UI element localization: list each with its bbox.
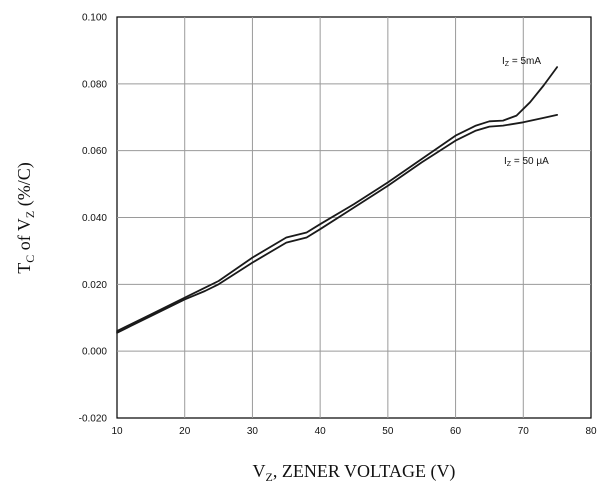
series-layer: [116, 66, 558, 334]
y-tick-label: 0.100: [82, 13, 107, 24]
y-axis-label: TC of VZ (%/C): [14, 162, 37, 274]
y-tick-label: 0.000: [82, 347, 107, 358]
y-tick-label: 0.020: [82, 280, 107, 291]
series-label-50ua-main: I: [504, 156, 507, 167]
series-line-5ma: [116, 66, 558, 332]
y-tick-label: 0.040: [82, 213, 107, 224]
x-tick-label: 70: [518, 426, 530, 437]
y-tick-label: 0.060: [82, 146, 107, 157]
x-tick-label: 30: [247, 426, 259, 437]
x-axis-label: VZ, ZENER VOLTAGE (V): [253, 461, 456, 484]
x-tick-label: 80: [585, 426, 597, 437]
series-label-5ma-rest: = 5mA: [509, 56, 541, 67]
series-label-50ua-rest: = 50 µA: [511, 156, 549, 167]
x-axis-label-sub: Z: [266, 470, 273, 484]
y-axis-label-sub1: C: [23, 255, 37, 263]
x-tick-labels: 10 20 30 40 50 60 70 80: [111, 426, 597, 437]
grid: [117, 17, 591, 418]
x-tick-label: 40: [315, 426, 327, 437]
series-label-5ma-main: I: [502, 56, 505, 67]
y-tick-label: 0.080: [82, 79, 107, 90]
series-label-50ua-sub: Z: [507, 161, 512, 168]
x-tick-label: 10: [111, 426, 123, 437]
y-tick-label: -0.020: [79, 414, 108, 425]
x-tick-label: 20: [179, 426, 191, 437]
x-axis-label-rest: , ZENER VOLTAGE (V): [273, 461, 456, 482]
y-axis-label-rest: (%/C): [14, 162, 35, 211]
y-axis-label-mid: of V: [14, 218, 34, 255]
series-label-5ma: IZ = 5mA: [502, 56, 541, 68]
series-label-5ma-sub: Z: [505, 61, 510, 68]
x-axis-label-main: V: [253, 461, 266, 481]
x-tick-label: 60: [450, 426, 462, 437]
x-tick-label: 50: [382, 426, 394, 437]
y-axis-label-sub2: Z: [23, 211, 37, 218]
y-tick-labels: -0.020 0.000 0.020 0.040 0.060 0.080 0.100: [79, 13, 108, 425]
series-label-50ua: IZ = 50 µA: [504, 156, 549, 168]
series-line-50ua: [116, 114, 558, 334]
y-axis-label-main: T: [14, 263, 34, 274]
